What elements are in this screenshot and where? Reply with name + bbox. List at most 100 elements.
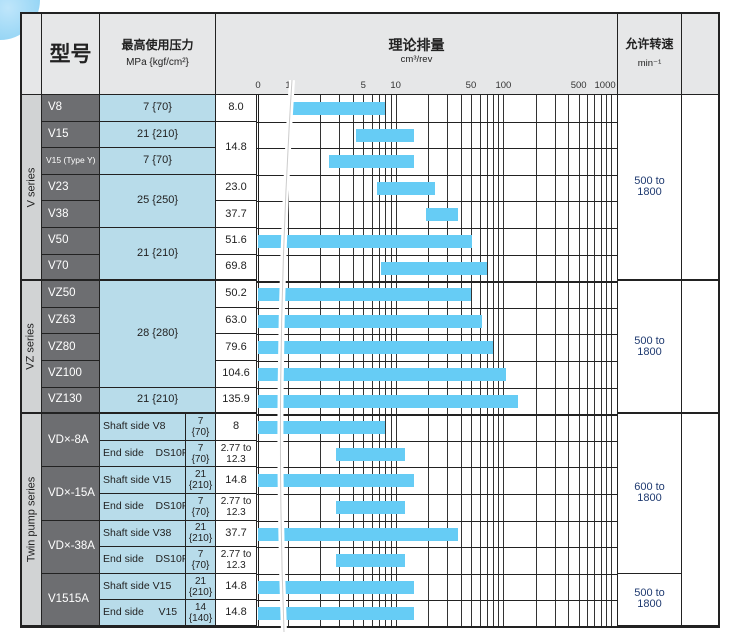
displacement-value: 37.7 [216,520,257,548]
model-name: V70 [42,254,100,282]
displacement-bar [258,288,472,302]
displacement-bar [258,314,482,328]
blank-cell [682,95,720,282]
row-line [257,361,618,362]
header-model: 型号 [42,12,100,95]
series-label: VZ series [20,281,42,415]
displacement-value: 63.0 [216,307,257,335]
displacement-bar [258,421,386,435]
displacement-bar [380,261,487,275]
model-name: VZ50 [42,281,100,308]
displacement-unit: cm³/rev [400,54,433,65]
displacement-value: 8.0 [216,95,257,122]
model-name: V38 [42,201,100,228]
speed-range: 500 to 1800 [618,573,682,627]
speed-range: 600 to 1800 [618,414,682,574]
row-line [257,334,618,336]
axis-break-curve [277,80,295,633]
twin-pressure: 7 {70} [186,440,216,468]
displacement-bar [258,607,415,621]
twin-pressure: 7 {70} [186,494,216,521]
displacement-bar [258,474,415,488]
axis-tick-label: 0 [255,80,261,91]
model-name: V23 [42,174,100,202]
displacement-value: 50.2 [216,281,257,308]
series-label: V series [20,95,42,282]
displacement-value: 69.8 [216,254,257,282]
displacement-value: 14.8 [216,121,257,175]
header-extra [682,12,720,95]
displacement-value: 14.8 [216,600,257,627]
displacement-value: 14.8 [216,467,257,494]
displacement-bar [258,341,493,355]
displacement-bar [258,235,473,248]
displacement-bar [292,102,386,115]
displacement-bar [258,580,415,594]
twin-pressure: 14 {140} [186,600,216,627]
row-line [257,440,618,442]
displacement-bar [376,181,435,195]
speed-range: 500 to 1800 [618,281,682,415]
twin-side-label: Shaft side V8 [100,414,186,441]
model-name: V15 (Type Y) [42,148,100,175]
displacement-bar [335,501,406,514]
max-pressure: 21 {210} [100,387,216,415]
max-pressure: 7 {70} [100,95,216,122]
twin-pressure: 7 {70} [186,547,216,574]
row-line [257,387,618,389]
row-line [257,201,618,203]
axis-tick-label: 10 [390,80,401,91]
displacement-value: 135.9 [216,387,257,415]
axis-tick-label: 1 [285,80,291,91]
row-line [257,520,618,522]
blank-cell [682,281,720,415]
model-name: VZ63 [42,307,100,335]
row-line [257,414,618,417]
twin-side-label: Shaft side V15 [100,467,186,494]
series-label-text: V series [25,167,37,207]
displacement-bar [425,208,458,222]
row-line [257,547,618,549]
speed-title: 允许转速 [625,37,674,51]
row-line [257,573,618,575]
twin-pressure: 7 {70} [186,414,216,441]
displacement-bar [328,155,415,169]
twin-side-label: Shaft side V15 [100,573,186,601]
blank-cell [682,414,720,627]
displacement-value: 2.77 to 12.3 [216,494,257,521]
model-name: VZ80 [42,334,100,361]
pressure-unit: MPa {kgf/cm²} [126,57,189,68]
twin-pressure: 21 {210} [186,467,216,494]
model-name: V1515A [42,573,100,627]
axis-tick-label: 50 [465,80,477,91]
row-line [257,148,618,150]
max-pressure: 25 {250} [100,174,216,228]
row-line [257,254,618,256]
bottom-border [20,626,720,628]
displacement-bar [258,368,506,381]
displacement-value: 37.7 [216,201,257,228]
displacement-bar [258,527,458,541]
model-name: V50 [42,228,100,255]
twin-side-label: End side DS10P [100,547,189,574]
twin-side-label: Shaft side V38 [100,520,186,548]
header-blank [20,12,42,95]
series-label: Twin pump series [20,414,42,627]
axis-tick-label: 500 [570,80,587,91]
displacement-value: 23.0 [216,174,257,202]
speed-unit: min⁻¹ [637,58,662,69]
twin-pressure: 21 {210} [186,520,216,548]
model-name: VZ100 [42,361,100,388]
model-name: VD×-38A [42,520,100,574]
axis-tick-label: 100 [495,80,512,91]
model-name: VD×-15A [42,467,100,521]
displacement-value: 104.6 [216,361,257,388]
model-name: V15 [42,121,100,149]
chart-right-border [617,12,618,627]
model-name: VZ130 [42,387,100,415]
row-line [257,228,618,229]
series-label-text: VZ series [25,323,37,370]
header-speed: 允许转速 min⁻¹ [618,12,682,95]
displacement-bar [356,128,415,142]
